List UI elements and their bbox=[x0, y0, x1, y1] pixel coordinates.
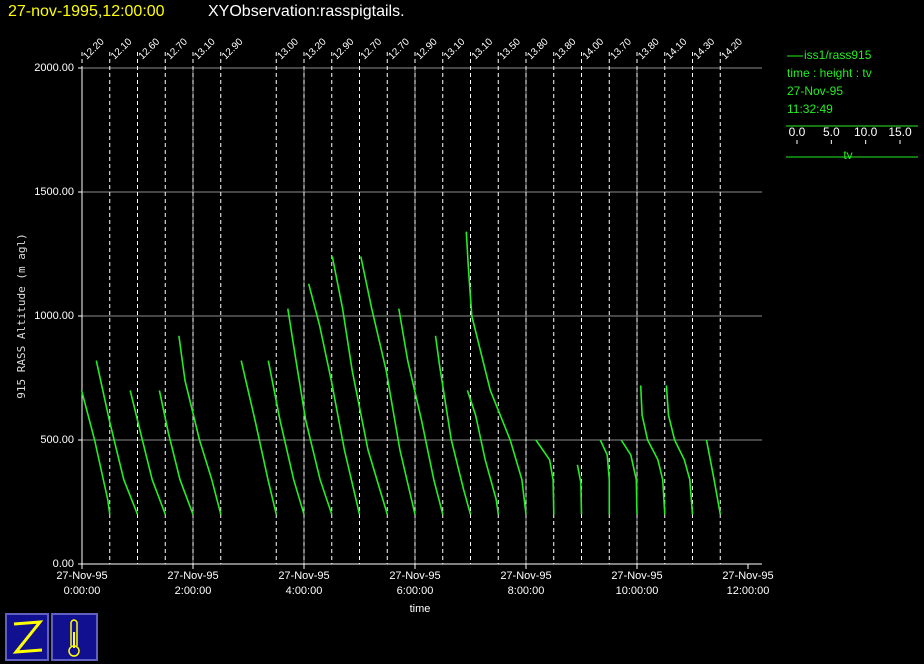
pigtail bbox=[620, 439, 638, 515]
legend-entry: iss1/rass915 bbox=[804, 48, 872, 62]
reference-label: 13.80 bbox=[553, 36, 579, 62]
y-axis-label: 915 RASS Altitude (m agl) bbox=[15, 233, 28, 399]
pigtail bbox=[398, 308, 444, 515]
pigtail bbox=[178, 335, 222, 515]
reference-label: 14.30 bbox=[692, 36, 718, 62]
pigtail bbox=[576, 464, 583, 515]
x-tick-label: 27-Nov-95 4:00:00 bbox=[278, 570, 330, 597]
pigtail bbox=[466, 390, 500, 515]
pigtail bbox=[158, 390, 194, 515]
legend-time: 11:32:49 bbox=[787, 102, 833, 116]
pigtail bbox=[360, 256, 416, 515]
header-title: XYObservation:rasspigtails. bbox=[208, 3, 405, 20]
reference-label: 12.10 bbox=[109, 36, 135, 62]
reference-label: 12.90 bbox=[331, 36, 357, 62]
y-tick-label: 0.00 bbox=[53, 558, 74, 570]
reference-label: 12.60 bbox=[137, 36, 163, 62]
reference-label: 13.00 bbox=[275, 36, 301, 62]
legend-fields: time : height : tv bbox=[787, 66, 872, 80]
y-tick-label: 1000.00 bbox=[34, 310, 74, 322]
reference-label: 13.50 bbox=[497, 36, 523, 62]
reference-label: 12.70 bbox=[359, 36, 385, 62]
y-tick-label: 2000.00 bbox=[34, 62, 74, 74]
reference-label: 14.20 bbox=[719, 36, 745, 62]
pigtail bbox=[639, 385, 666, 515]
tv-scale-label: 0.0 bbox=[789, 125, 806, 139]
tv-scale-label: 15.0 bbox=[888, 125, 912, 139]
x-tick-label: 27-Nov-95 8:00:00 bbox=[500, 570, 552, 597]
pigtail bbox=[705, 439, 722, 515]
reference-label: 12.70 bbox=[164, 36, 190, 62]
pigtail bbox=[665, 385, 694, 515]
legend-scale-label: tv bbox=[843, 148, 852, 162]
legend-date: 27-Nov-95 bbox=[787, 84, 843, 98]
reference-label: 14.10 bbox=[664, 36, 690, 62]
reference-label: 13.80 bbox=[636, 36, 662, 62]
x-tick-label: 27-Nov-95 12:00:00 bbox=[722, 570, 774, 597]
pigtail bbox=[307, 283, 361, 515]
pigtail bbox=[240, 360, 278, 515]
reference-label: 13.80 bbox=[525, 36, 551, 62]
tv-scale-label: 10.0 bbox=[854, 125, 878, 139]
pigtail bbox=[535, 439, 555, 515]
reference-label: 13.10 bbox=[442, 36, 468, 62]
reference-label: 13.70 bbox=[608, 36, 634, 62]
x-tick-label: 27-Nov-95 10:00:00 bbox=[611, 570, 663, 597]
pigtail bbox=[95, 360, 139, 515]
pigtail bbox=[129, 390, 167, 515]
reference-label: 14.00 bbox=[581, 36, 607, 62]
x-axis-label: time bbox=[410, 603, 431, 615]
tv-scale-label: 5.0 bbox=[823, 125, 840, 139]
y-tick-label: 1500.00 bbox=[34, 186, 74, 198]
pigtail bbox=[434, 335, 472, 515]
reference-label: 13.20 bbox=[303, 36, 329, 62]
reference-label: 13.10 bbox=[470, 36, 496, 62]
reference-label: 12.90 bbox=[220, 36, 246, 62]
reference-label: 13.10 bbox=[192, 36, 218, 62]
reference-label: 12.90 bbox=[414, 36, 440, 62]
x-tick-label: 27-Nov-95 6:00:00 bbox=[389, 570, 441, 597]
pigtail bbox=[80, 390, 111, 515]
x-tick-label: 27-Nov-95 2:00:00 bbox=[167, 570, 219, 597]
pigtail bbox=[287, 308, 333, 515]
pigtail bbox=[599, 439, 611, 515]
icon-zoom[interactable] bbox=[5, 613, 49, 661]
header-date: 27-nov-1995,12:00:00 bbox=[8, 3, 165, 20]
y-tick-label: 500.00 bbox=[40, 434, 74, 446]
icon-thermometer[interactable] bbox=[51, 613, 98, 661]
pigtail bbox=[331, 256, 389, 515]
pigtail bbox=[267, 360, 305, 515]
reference-label: 12.70 bbox=[386, 36, 412, 62]
x-tick-label: 27-Nov-95 0:00:00 bbox=[56, 570, 108, 597]
pigtail bbox=[465, 231, 527, 515]
reference-label: 12.20 bbox=[81, 36, 107, 62]
